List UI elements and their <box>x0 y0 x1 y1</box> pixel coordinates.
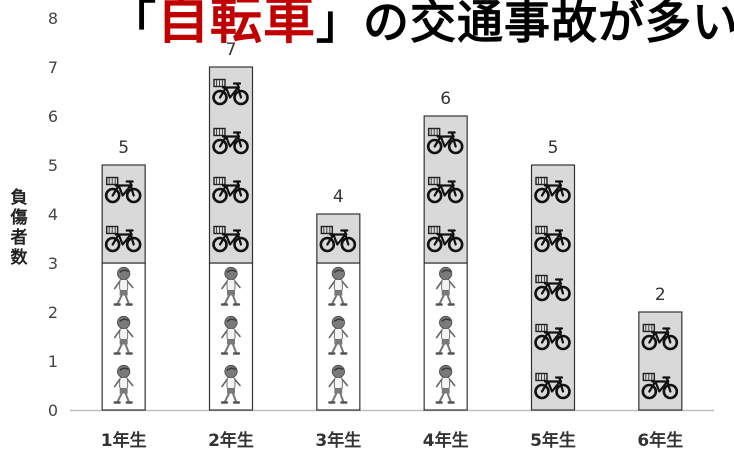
x-category-label: 5年生 <box>530 430 576 451</box>
y-axis-label-char: 負 <box>10 188 28 208</box>
y-tick-label: 3 <box>48 254 58 273</box>
x-category-label: 1年生 <box>101 430 147 451</box>
x-category-label: 4年生 <box>423 430 469 451</box>
x-category-label: 3年生 <box>315 430 361 451</box>
bar-total-label: 6 <box>440 89 451 109</box>
y-axis-label-char: 数 <box>10 248 28 268</box>
y-tick-label: 6 <box>48 107 58 126</box>
bar-total-label: 4 <box>333 187 344 207</box>
y-tick-label: 2 <box>48 303 58 322</box>
bar-total-label: 5 <box>118 138 129 158</box>
y-tick-label: 5 <box>48 156 58 175</box>
bar-total-label: 5 <box>548 138 559 158</box>
y-tick-label: 0 <box>48 401 58 420</box>
title-suffix: 」の交通事故が多い <box>316 0 734 49</box>
y-axis-label-char: 傷 <box>10 208 28 228</box>
y-axis-label: 負 傷 者 数 <box>8 188 30 268</box>
x-category-label: 6年生 <box>637 430 683 451</box>
y-axis-label-char: 者 <box>10 228 28 248</box>
title-prefix: 「 <box>110 0 157 49</box>
chart-title: 「自転車」の交通事故が多い <box>110 0 734 53</box>
bar-segment <box>638 311 683 411</box>
y-tick-label: 7 <box>48 58 58 77</box>
y-tick-label: 4 <box>48 205 58 224</box>
y-tick-label: 1 <box>48 352 58 371</box>
x-category-label: 2年生 <box>208 430 254 451</box>
bar-total-label: 2 <box>655 285 666 305</box>
y-tick-label: 8 <box>48 9 58 28</box>
title-highlight: 自転車 <box>157 0 317 51</box>
bar-total-label: 7 <box>226 40 237 60</box>
